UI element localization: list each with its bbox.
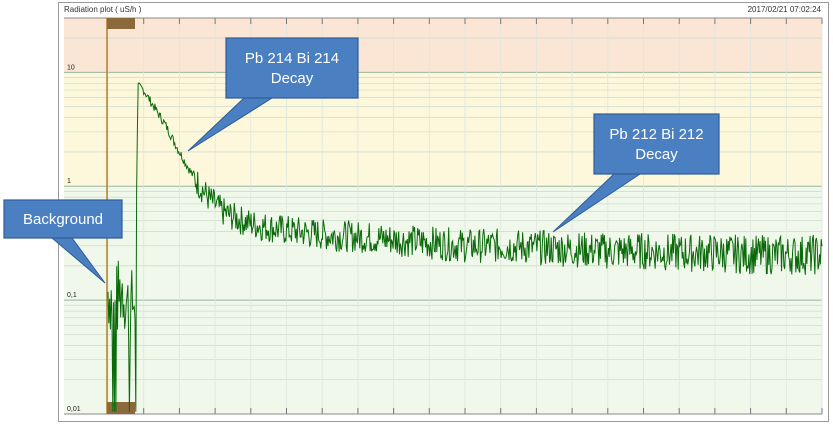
annotation-label: Pb 214 Bi 214: [245, 50, 339, 67]
chart-timestamp: 2017/02/21 07:02:24: [747, 5, 821, 14]
band-0: [64, 18, 822, 73]
callout-box: [3, 199, 123, 239]
series-line-0: [107, 82, 823, 412]
callout-box: [225, 37, 359, 99]
cursor-top-marker: [107, 18, 135, 29]
y-tick-label: 0,01: [67, 406, 81, 413]
y-tick-label: 10: [67, 64, 75, 71]
y-tick-label: 1: [67, 178, 71, 185]
annotation-label: Decay: [635, 146, 678, 163]
annotation-label: Background: [23, 211, 103, 228]
y-tick-label: 0,1: [67, 292, 77, 299]
annotation-label: Pb 212 Bi 212: [609, 126, 703, 143]
annotation-label: Decay: [271, 70, 314, 87]
cursor-bottom-marker: [107, 402, 135, 414]
callout-box: [593, 113, 720, 175]
chart-title: Radiation plot ( uS/h ): [64, 5, 142, 14]
